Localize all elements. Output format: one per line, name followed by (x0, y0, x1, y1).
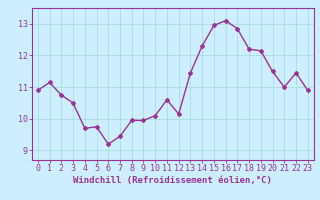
X-axis label: Windchill (Refroidissement éolien,°C): Windchill (Refroidissement éolien,°C) (73, 176, 272, 185)
